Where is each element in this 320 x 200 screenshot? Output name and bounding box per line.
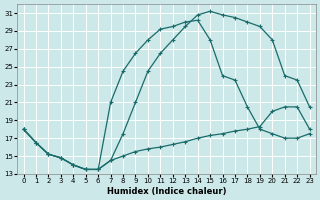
X-axis label: Humidex (Indice chaleur): Humidex (Indice chaleur) [107,187,226,196]
